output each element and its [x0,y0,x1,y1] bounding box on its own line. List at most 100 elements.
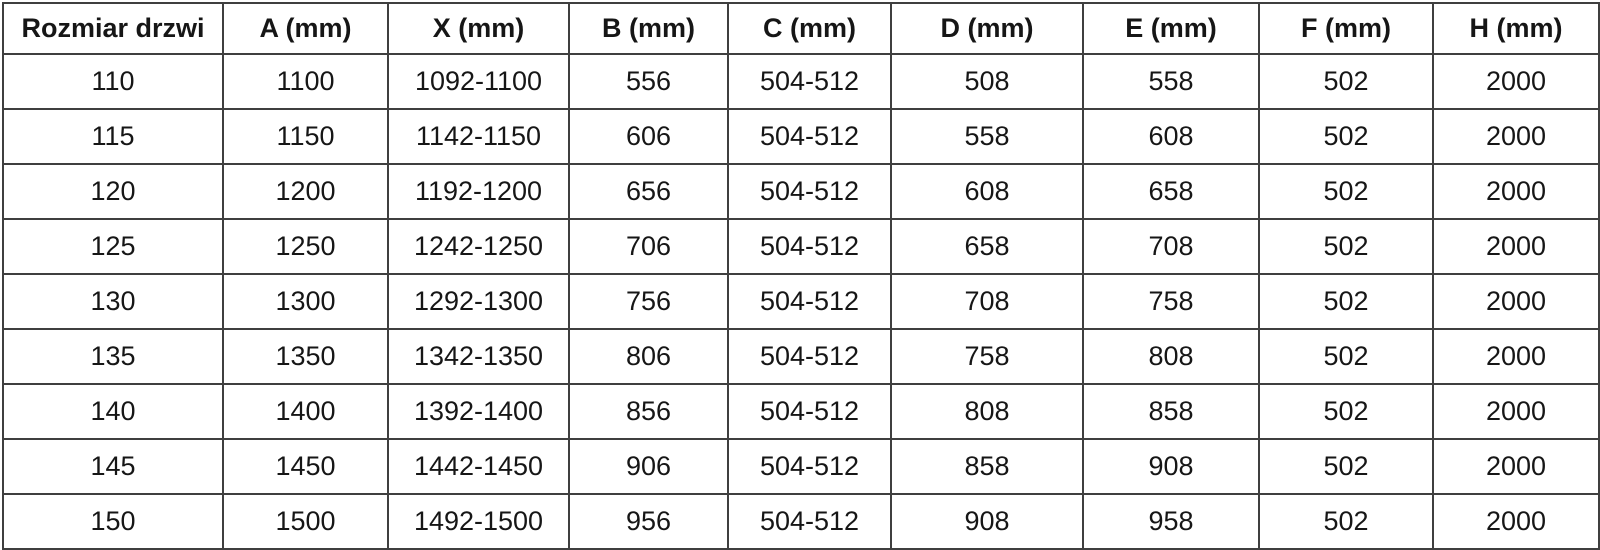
table-body: 110 1100 1092-1100 556 504-512 508 558 502 2000 1… [2,53,1600,550]
table-cell: 504-512 [727,493,892,550]
table-cell: 858 [890,438,1084,495]
table-cell: 2000 [1432,493,1600,550]
table-cell: 1192-1200 [387,163,570,220]
table-row: 110 1100 1092-1100 556 504-512 508 558 502 2000 [2,53,1600,110]
table-cell: 808 [1082,328,1260,385]
table-cell: 1492-1500 [387,493,570,550]
table-cell: 145 [2,438,224,495]
table-cell: 502 [1258,328,1434,385]
table-row: 120 1200 1192-1200 656 504-512 608 658 502 2000 [2,163,1600,220]
table-cell: 1400 [222,383,389,440]
table-cell: 1242-1250 [387,218,570,275]
table-cell: 606 [568,108,729,165]
table-cell: 1292-1300 [387,273,570,330]
table-row: 125 1250 1242-1250 706 504-512 658 708 502 2000 [2,218,1600,275]
table-cell: 504-512 [727,218,892,275]
table-cell: 504-512 [727,53,892,110]
table-cell: 2000 [1432,273,1600,330]
table-cell: 508 [890,53,1084,110]
table-row: 130 1300 1292-1300 756 504-512 708 758 502 2000 [2,273,1600,330]
table-head: Rozmiar drzwi A (mm) X (mm) B (mm) C (mm) D (… [2,2,1600,55]
table-cell: 706 [568,218,729,275]
table-cell: 756 [568,273,729,330]
table-cell: 908 [1082,438,1260,495]
table-cell: 758 [1082,273,1260,330]
table-cell: 908 [890,493,1084,550]
table-cell: 150 [2,493,224,550]
table-cell: 858 [1082,383,1260,440]
table-cell: 504-512 [727,438,892,495]
table-cell: 808 [890,383,1084,440]
table-cell: 708 [890,273,1084,330]
column-header: D (mm) [890,2,1084,55]
column-header: Rozmiar drzwi [2,2,224,55]
table-row: 150 1500 1492-1500 956 504-512 908 958 502 2000 [2,493,1600,550]
table-cell: 110 [2,53,224,110]
table-cell: 806 [568,328,729,385]
table-cell: 1392-1400 [387,383,570,440]
table-cell: 1100 [222,53,389,110]
table-cell: 708 [1082,218,1260,275]
table-cell: 135 [2,328,224,385]
table-cell: 608 [890,163,1084,220]
table-cell: 1142-1150 [387,108,570,165]
table-cell: 502 [1258,493,1434,550]
table-cell: 658 [890,218,1084,275]
table-cell: 956 [568,493,729,550]
table-row: 145 1450 1442-1450 906 504-512 858 908 502 2000 [2,438,1600,495]
table-cell: 504-512 [727,273,892,330]
column-header: B (mm) [568,2,729,55]
table-row: 115 1150 1142-1150 606 504-512 558 608 502 2000 [2,108,1600,165]
table-cell: 502 [1258,108,1434,165]
table-cell: 115 [2,108,224,165]
table-cell: 856 [568,383,729,440]
column-header: H (mm) [1432,2,1600,55]
column-header: C (mm) [727,2,892,55]
table-row: 135 1350 1342-1350 806 504-512 758 808 502 2000 [2,328,1600,385]
table-cell: 1150 [222,108,389,165]
table-cell: 1092-1100 [387,53,570,110]
table-cell: 1350 [222,328,389,385]
table-cell: 125 [2,218,224,275]
table-cell: 2000 [1432,218,1600,275]
table-cell: 1300 [222,273,389,330]
table-cell: 1450 [222,438,389,495]
column-header: E (mm) [1082,2,1260,55]
table-cell: 556 [568,53,729,110]
table-cell: 1442-1450 [387,438,570,495]
table-cell: 502 [1258,438,1434,495]
table-cell: 656 [568,163,729,220]
table-cell: 2000 [1432,383,1600,440]
table-cell: 502 [1258,218,1434,275]
table-cell: 1200 [222,163,389,220]
table-cell: 558 [1082,53,1260,110]
table-cell: 608 [1082,108,1260,165]
table-cell: 758 [890,328,1084,385]
table-cell: 140 [2,383,224,440]
table-cell: 504-512 [727,383,892,440]
column-header: F (mm) [1258,2,1434,55]
table-cell: 2000 [1432,328,1600,385]
table-cell: 504-512 [727,108,892,165]
table-cell: 130 [2,273,224,330]
column-header: X (mm) [387,2,570,55]
table-cell: 502 [1258,163,1434,220]
table-cell: 958 [1082,493,1260,550]
table-cell: 2000 [1432,53,1600,110]
table-cell: 502 [1258,53,1434,110]
table-cell: 558 [890,108,1084,165]
table-cell: 2000 [1432,163,1600,220]
table-cell: 502 [1258,273,1434,330]
table-cell: 2000 [1432,438,1600,495]
table-cell: 504-512 [727,163,892,220]
column-header: A (mm) [222,2,389,55]
table-cell: 120 [2,163,224,220]
table-cell: 2000 [1432,108,1600,165]
table-cell: 906 [568,438,729,495]
table-cell: 502 [1258,383,1434,440]
table-cell: 1250 [222,218,389,275]
table-cell: 658 [1082,163,1260,220]
header-row: Rozmiar drzwi A (mm) X (mm) B (mm) C (mm) D (… [2,2,1600,55]
